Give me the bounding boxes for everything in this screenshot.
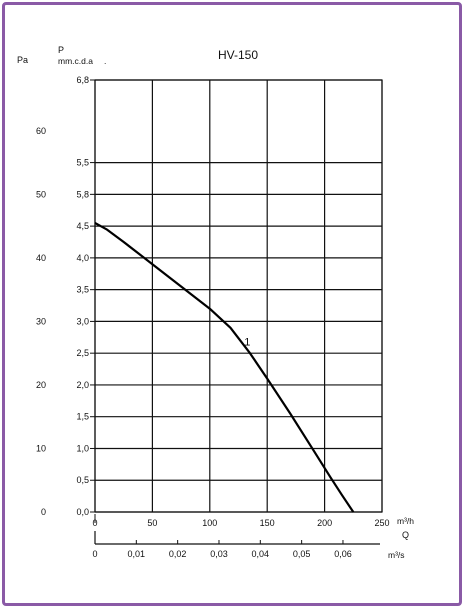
y-axis-inner-label-dot: . xyxy=(104,56,106,66)
x-flow-s-tick-label: 0,06 xyxy=(334,549,352,559)
y-outer-tick-label: 30 xyxy=(36,316,46,326)
curve-layer: 1 xyxy=(94,221,355,513)
x-tick-label: 100 xyxy=(202,518,217,528)
y-outer-tick-label: 50 xyxy=(36,189,46,199)
y-outer-tick-label: 10 xyxy=(36,443,46,453)
chart-frame xyxy=(2,2,462,606)
y-outer-tick-label: 0 xyxy=(41,507,46,517)
y-inner-tick-label: 2,5 xyxy=(76,348,89,358)
y-inner-tick-label: 1,5 xyxy=(76,412,89,422)
x-flow-s-tick-label: 0,03 xyxy=(210,549,228,559)
y-inner-tick-label: 1,0 xyxy=(76,443,89,453)
y-axis-inner-label-p: P xyxy=(58,45,64,55)
y-axis-inner-label-unit: mm.c.d.a xyxy=(58,56,93,66)
y-inner-tick-label: 3,0 xyxy=(76,316,89,326)
x-flow-s-tick-label: 0,05 xyxy=(293,549,311,559)
x-tick-label: 200 xyxy=(317,518,332,528)
x-flow-s-tick-label: 0,02 xyxy=(169,549,187,559)
y-inner-tick-label: 5,8 xyxy=(76,189,89,199)
y-inner-tick-label: 4,0 xyxy=(76,253,89,263)
series-label: 1 xyxy=(244,337,250,349)
x-tick-label: 50 xyxy=(147,518,157,528)
y-axis-outer-label: Pa xyxy=(17,55,28,65)
y-outer-tick-label: 20 xyxy=(36,380,46,390)
y-inner-tick-label: 4,5 xyxy=(76,221,89,231)
y-inner-tick-label: 6,8 xyxy=(76,75,89,85)
x-flow-s-tick-label: 0 xyxy=(92,549,97,559)
y-inner-tick-label: 0,0 xyxy=(76,507,89,517)
x-flow-s-tick-label: 0,01 xyxy=(128,549,146,559)
x-axis-flow-s-unit: m³/s xyxy=(388,550,405,560)
x-axis-flow-unit: m³/h xyxy=(397,516,414,526)
series-curve xyxy=(94,221,355,513)
x-axis-symbol: Q xyxy=(402,530,409,540)
x-tick-label: 150 xyxy=(260,518,275,528)
x-tick-label: 250 xyxy=(374,518,389,528)
chart-title: HV-150 xyxy=(218,48,258,62)
y-outer-tick-label: 60 xyxy=(36,126,46,136)
y-inner-tick-label: 5,5 xyxy=(76,158,89,168)
axes: 0501001502002500,00,51,01,52,02,53,03,54… xyxy=(36,75,390,559)
x-flow-s-tick-label: 0,04 xyxy=(252,549,270,559)
y-outer-tick-label: 40 xyxy=(36,253,46,263)
y-inner-tick-label: 0,5 xyxy=(76,475,89,485)
plot-border xyxy=(94,79,383,513)
y-inner-tick-label: 3,5 xyxy=(76,285,89,295)
y-inner-tick-label: 2,0 xyxy=(76,380,89,390)
grid xyxy=(94,79,383,513)
